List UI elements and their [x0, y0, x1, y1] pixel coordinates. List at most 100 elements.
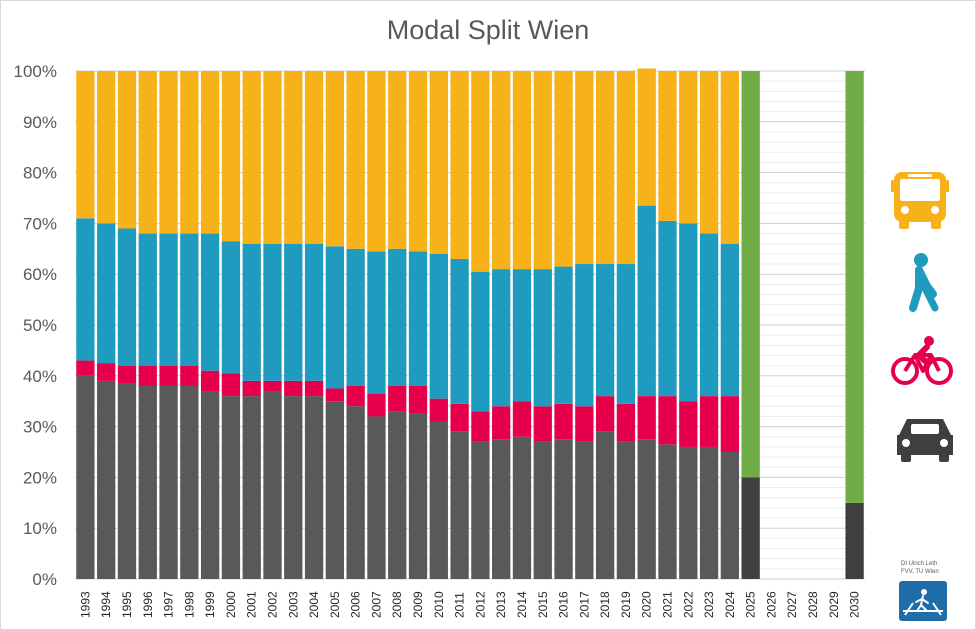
y-tick-label: 40% [23, 367, 57, 386]
bar-segment [304, 71, 324, 244]
bar-segment [200, 370, 220, 392]
bar-segment [97, 223, 116, 364]
bar-segment [221, 396, 241, 579]
x-tick-label: 2001 [245, 591, 259, 618]
bar-segment [97, 71, 116, 224]
bar-segment [658, 396, 677, 445]
bar-segment [450, 403, 469, 432]
x-tick-label: 2016 [557, 591, 571, 618]
bar-segment [637, 205, 656, 397]
bar-segment [408, 251, 428, 386]
bar-segment [450, 71, 469, 259]
x-tick-label: 2008 [390, 591, 404, 618]
bar-segment [284, 396, 303, 579]
bar-segment [367, 251, 386, 394]
bar-segment [554, 71, 573, 267]
bar-segment [138, 365, 157, 386]
bar-segment [159, 365, 178, 386]
bar-segment [263, 380, 282, 392]
bar-segment [533, 71, 552, 270]
bar-segment [97, 380, 116, 579]
bar-segment [408, 71, 428, 252]
bar-segment [200, 391, 220, 579]
x-tick-label: 1997 [162, 591, 176, 618]
bar-segment [408, 413, 428, 579]
bar-segment [304, 380, 324, 397]
bar-segment [138, 385, 157, 579]
bar-segment [221, 373, 241, 397]
x-tick-label: 2023 [702, 591, 716, 618]
bar-segment [367, 393, 386, 417]
x-tick-label: 2021 [661, 591, 675, 618]
bar-segment [720, 71, 740, 244]
bar-segment [408, 385, 428, 414]
bar-segment [76, 218, 95, 361]
bar-segment [533, 406, 552, 442]
x-tick-label: 2009 [411, 591, 425, 618]
bar-segment [471, 411, 490, 442]
bar-segment [284, 380, 303, 397]
x-tick-label: 2010 [432, 591, 446, 618]
bar-segment [76, 375, 95, 579]
bar-segment [346, 248, 365, 386]
x-tick-label: 2002 [266, 591, 280, 618]
bar-segment [388, 248, 407, 386]
x-tick-label: 2004 [307, 591, 321, 618]
bar-segment [429, 421, 448, 579]
car-icon [897, 419, 953, 462]
bar-segment [263, 243, 282, 381]
bar-segment [575, 441, 594, 579]
bar-segment [699, 233, 719, 397]
bar-segment [658, 220, 677, 397]
bar-segment [367, 416, 386, 579]
bar-segment [658, 444, 677, 579]
x-tick-label: 2024 [723, 591, 737, 618]
bar-segment [138, 233, 157, 366]
tu-wien-logo [899, 581, 947, 621]
bar-segment [242, 71, 261, 244]
x-tick-label: 2003 [286, 591, 300, 618]
bar-segment [117, 365, 137, 384]
bar-segment [325, 388, 345, 402]
bar-segment [845, 502, 864, 579]
bar-segment [325, 71, 345, 247]
y-tick-label: 70% [23, 214, 57, 233]
bar-segment [180, 365, 199, 386]
x-tick-label: 1996 [141, 591, 155, 618]
bar-segment [720, 243, 740, 397]
bar-segment [180, 385, 199, 579]
bar-segment [575, 71, 594, 265]
bar-segment [512, 401, 532, 437]
bar-segment [554, 403, 573, 440]
bar-segment [117, 71, 137, 229]
bar-segment [637, 439, 656, 579]
bar-segment [242, 243, 261, 381]
y-tick-label: 90% [23, 113, 57, 132]
bar-segment [575, 264, 594, 407]
bar-segment [616, 264, 636, 404]
x-tick-label: 1993 [78, 591, 92, 618]
bar-segment [200, 71, 220, 234]
bar-segment [325, 401, 345, 579]
bar-segment [637, 68, 656, 206]
y-tick-label: 30% [23, 418, 57, 437]
bar-segment [679, 223, 698, 402]
bar-segment [117, 383, 137, 579]
x-tick-label: 2011 [453, 592, 467, 618]
bar-segment [533, 441, 552, 579]
bar-segment [346, 71, 365, 249]
x-tick-label: 2020 [640, 591, 654, 618]
x-tick-label: 1995 [120, 591, 134, 618]
bar-segment [263, 71, 282, 244]
x-tick-label: 2014 [515, 591, 529, 618]
bar-segment [554, 439, 573, 579]
x-tick-label: 2018 [598, 591, 612, 618]
bar-segment [117, 228, 137, 366]
bar-segment [284, 243, 303, 381]
bar-segment [388, 71, 407, 249]
x-tick-label: 2005 [328, 591, 342, 618]
bars [76, 68, 864, 579]
bar-segment [284, 71, 303, 244]
y-tick-label: 50% [23, 316, 57, 335]
bar-segment [200, 233, 220, 371]
